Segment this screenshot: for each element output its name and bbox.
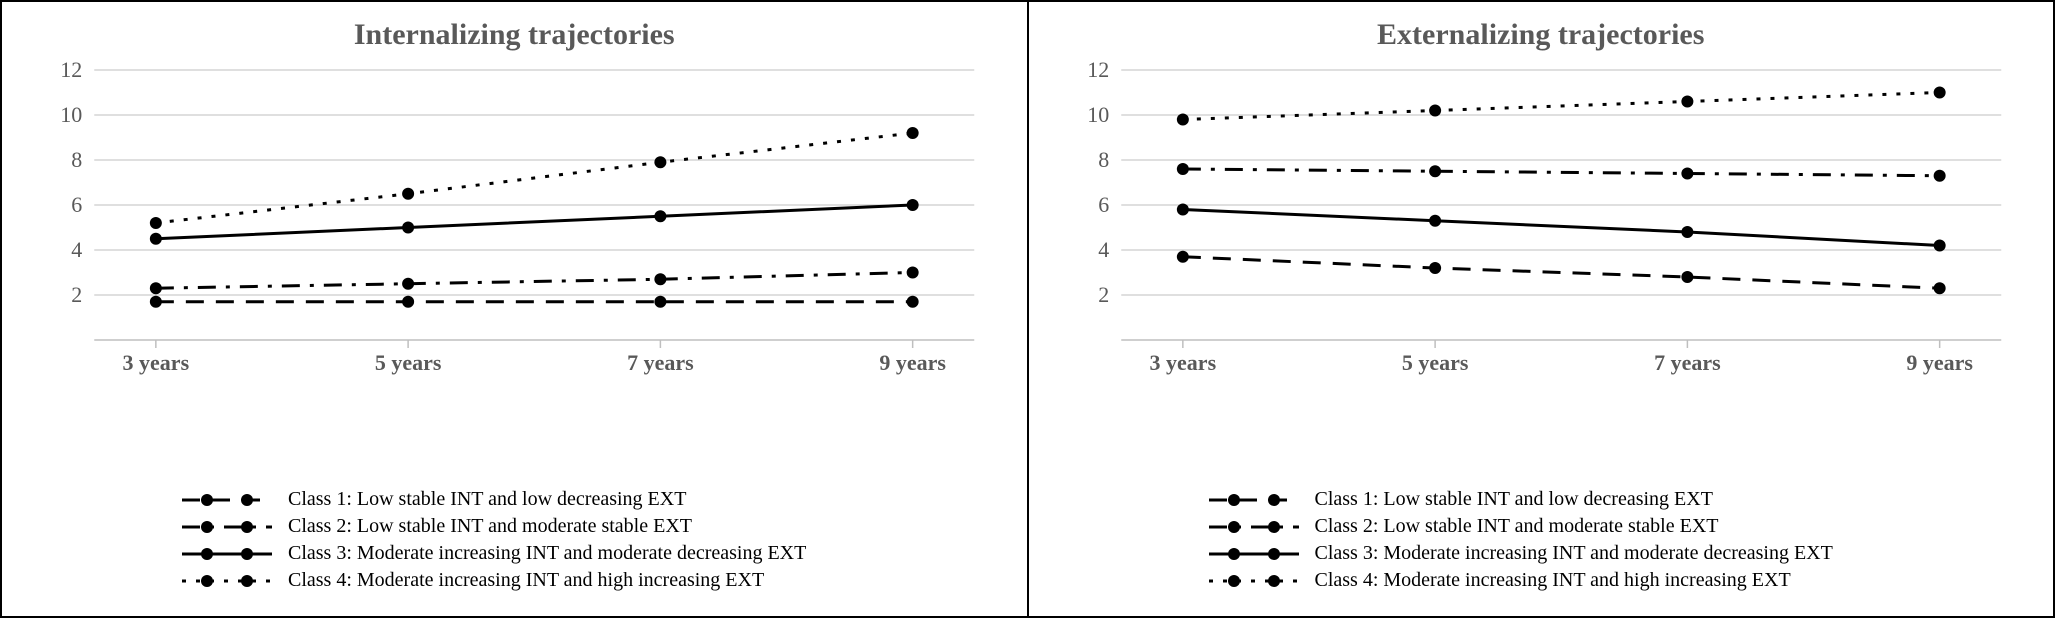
chart-title-right: Externalizing trajectories [1049,18,2034,52]
series-line-class1 [1182,257,1939,289]
series-marker-class1 [1681,271,1693,283]
y-tick-label: 2 [71,282,82,307]
y-tick-label: 12 [1087,60,1109,82]
legend-item-class2: Class 2: Low stable INT and moderate sta… [1209,515,2034,538]
chart-svg-left: 2 4 6 8 10 12 3 years 5 years 7 years 9 years [22,60,1007,380]
series-marker-class1 [1429,262,1441,274]
x-tick-label: 9 years [1906,350,1973,375]
legend-label: Class 3: Moderate increasing INT and mod… [288,542,806,565]
y-tick-label: 4 [71,237,82,262]
legend-swatch-class1 [182,490,272,510]
series-marker-class2 [1429,165,1441,177]
legend-item-class1: Class 1: Low stable INT and low decreasi… [1209,488,2034,511]
series-marker-class1 [402,296,414,308]
series-marker-class2 [1176,163,1188,175]
plot-area-right: 2 4 6 8 10 12 3 years 5 years 7 years 9 years [1049,60,2034,474]
series-marker-class2 [907,267,919,279]
y-tick-label: 10 [60,102,82,127]
series-marker-class1 [150,296,162,308]
legend-item-class3: Class 3: Moderate increasing INT and mod… [182,542,1007,565]
legend-swatch-class2 [1209,517,1299,537]
series-marker-class1 [1176,251,1188,263]
legend-swatch-class3 [1209,544,1299,564]
y-tick-label: 8 [71,147,82,172]
legend-swatch-class4 [1209,571,1299,591]
series-line-class3 [1182,210,1939,246]
series-marker-class4 [402,188,414,200]
legend-item-class4: Class 4: Moderate increasing INT and hig… [1209,569,2034,592]
legend-label: Class 2: Low stable INT and moderate sta… [288,515,692,538]
series-marker-class4 [1681,96,1693,108]
series-marker-class3 [654,210,666,222]
legend-swatch-class2 [182,517,272,537]
y-tick-label: 6 [1098,192,1109,217]
series-marker-class3 [1933,240,1945,252]
series-marker-class4 [150,217,162,229]
y-tick-label: 4 [1098,237,1109,262]
x-tick-label: 7 years [627,350,694,375]
legend-swatch-class1 [1209,490,1299,510]
x-tick-label: 5 years [375,350,442,375]
legend-item-class2: Class 2: Low stable INT and moderate sta… [182,515,1007,538]
series-marker-class4 [1176,114,1188,126]
legend-label: Class 4: Moderate increasing INT and hig… [1315,569,1791,592]
series-marker-class3 [1429,215,1441,227]
y-tick-label: 12 [60,60,82,82]
legend-label: Class 3: Moderate increasing INT and mod… [1315,542,1833,565]
series-marker-class2 [150,282,162,294]
legend-label: Class 2: Low stable INT and moderate sta… [1315,515,1719,538]
series-marker-class2 [1933,170,1945,182]
figure-container: Internalizing trajectories 2 4 6 8 10 12 3 yea… [0,0,2055,618]
series-line-class2 [1182,169,1939,176]
y-tick-label: 8 [1098,147,1109,172]
y-tick-label: 10 [1087,102,1109,127]
panel-internalizing: Internalizing trajectories 2 4 6 8 10 12 3 yea… [2,2,1029,616]
series-marker-class2 [1681,168,1693,180]
legend-swatch-class3 [182,544,272,564]
chart-svg-right: 2 4 6 8 10 12 3 years 5 years 7 years 9 years [1049,60,2034,380]
series-marker-class4 [654,156,666,168]
x-tick-label: 7 years [1654,350,1721,375]
series-marker-class2 [654,273,666,285]
series-marker-class2 [402,278,414,290]
legend-item-class1: Class 1: Low stable INT and low decreasi… [182,488,1007,511]
legend-swatch-class4 [182,571,272,591]
x-tick-label: 9 years [879,350,946,375]
x-tick-label: 3 years [123,350,190,375]
legend-right: Class 1: Low stable INT and low decreasi… [1049,484,2034,596]
series-marker-class3 [1681,226,1693,238]
series-marker-class4 [1933,87,1945,99]
series-marker-class3 [150,233,162,245]
series-marker-class4 [907,127,919,139]
panel-externalizing: Externalizing trajectories 2 4 6 8 10 12 3 yea… [1029,2,2054,616]
x-tick-label: 5 years [1401,350,1468,375]
chart-title-left: Internalizing trajectories [22,18,1007,52]
series-marker-class1 [1933,282,1945,294]
series-marker-class3 [907,199,919,211]
legend-item-class4: Class 4: Moderate increasing INT and hig… [182,569,1007,592]
legend-item-class3: Class 3: Moderate increasing INT and mod… [1209,542,2034,565]
x-tick-label: 3 years [1149,350,1216,375]
series-marker-class1 [654,296,666,308]
legend-label: Class 4: Moderate increasing INT and hig… [288,569,764,592]
series-marker-class4 [1429,105,1441,117]
series-marker-class3 [1176,204,1188,216]
legend-left: Class 1: Low stable INT and low decreasi… [22,484,1007,596]
y-tick-label: 2 [1098,282,1109,307]
plot-area-left: 2 4 6 8 10 12 3 years 5 years 7 years 9 years [22,60,1007,474]
series-marker-class1 [907,296,919,308]
series-line-class2 [156,273,913,289]
series-marker-class3 [402,222,414,234]
y-tick-label: 6 [71,192,82,217]
legend-label: Class 1: Low stable INT and low decreasi… [1315,488,1713,511]
legend-label: Class 1: Low stable INT and low decreasi… [288,488,686,511]
